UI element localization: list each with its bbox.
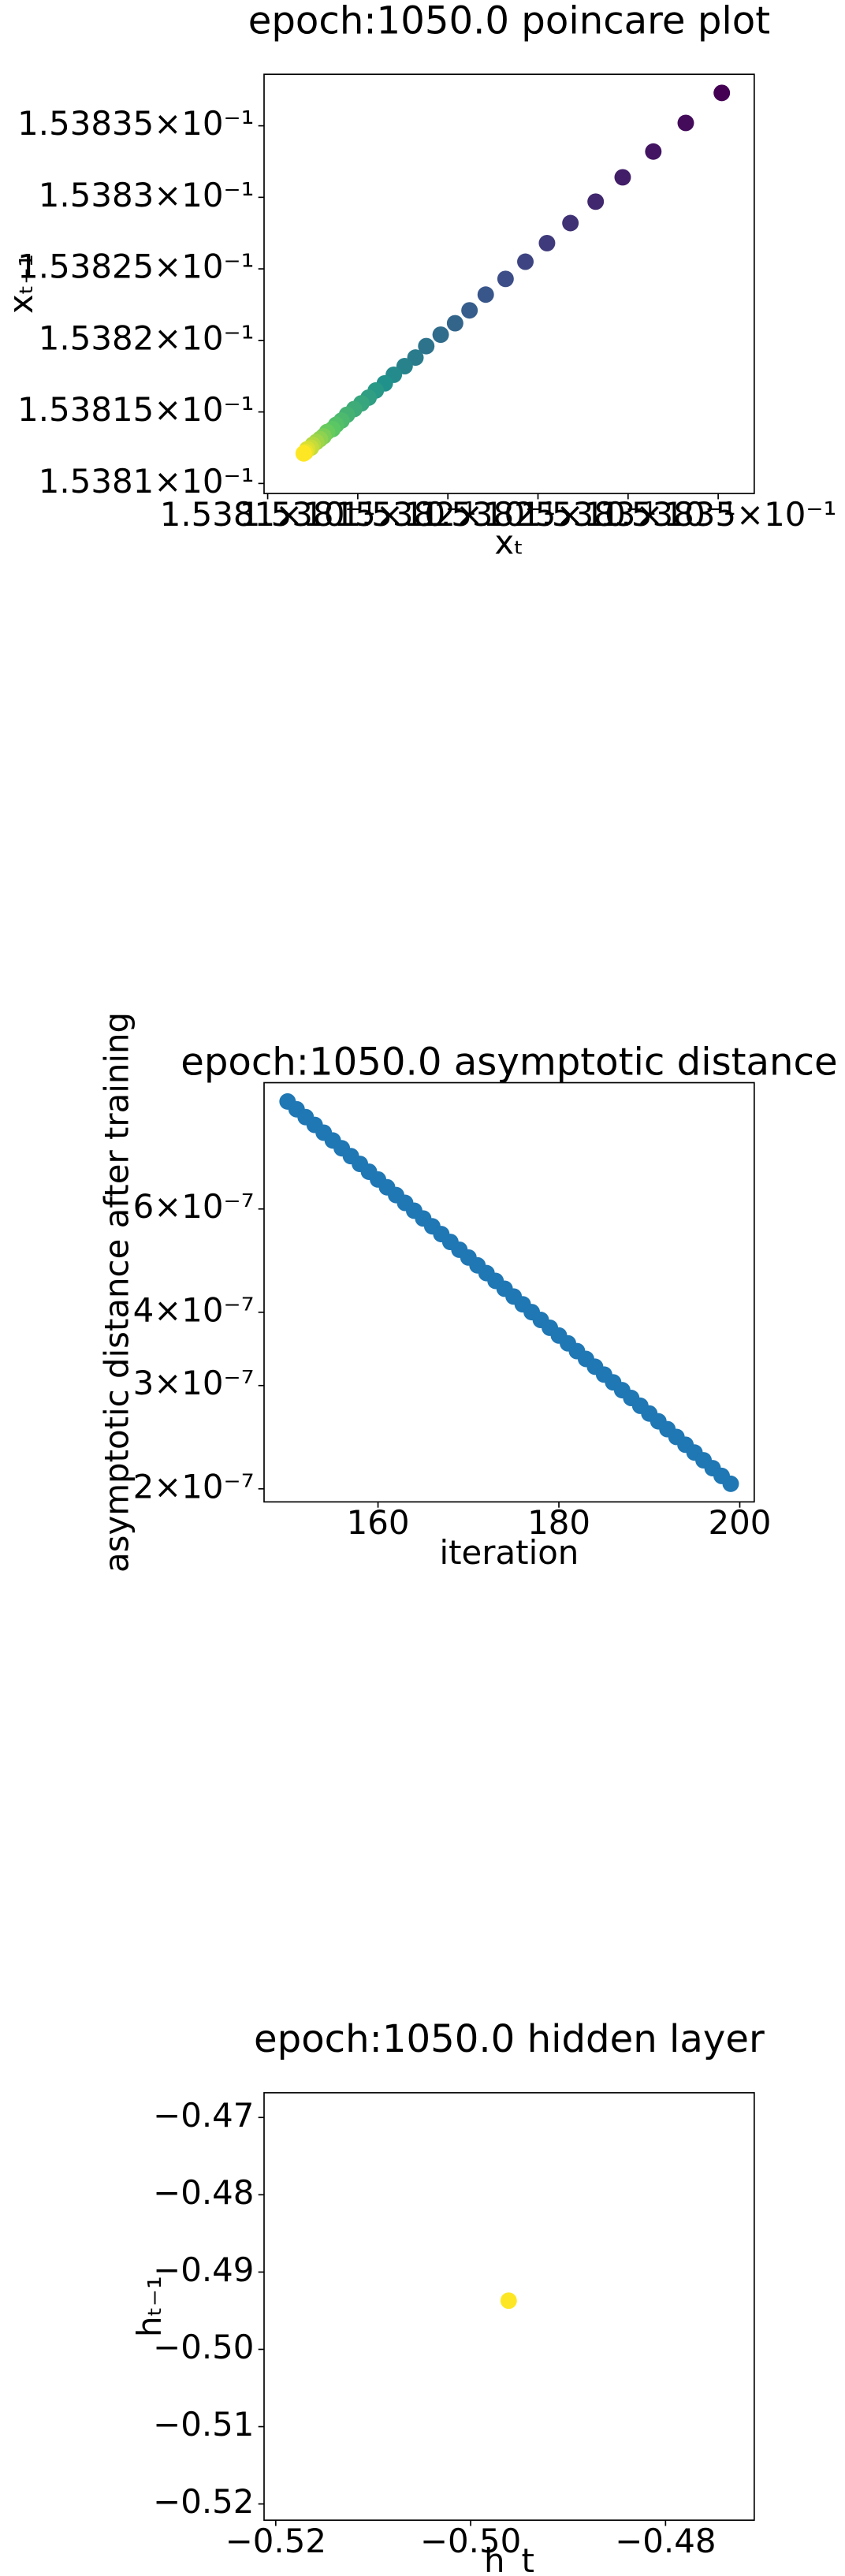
y-tick-label: 6×10⁻⁷ [133,1187,255,1226]
y-axis-label: hₜ₋₁ [130,2276,169,2337]
point [418,337,435,355]
x-tick-label: 1.53825×10⁻¹ [419,495,656,534]
point [677,114,694,132]
y-tick-label: 4×10⁻⁷ [133,1290,255,1329]
x-tick-label: 1.5382×10⁻¹ [340,495,556,534]
point [477,286,494,303]
x-tick-label: 1.5383×10⁻¹ [520,495,736,534]
point [614,169,631,186]
y-tick-label: 1.5383×10⁻¹ [39,176,255,214]
point [432,326,449,344]
x-tick-label: 1.53835×10⁻¹ [600,495,836,534]
axes-frame [263,1081,755,1503]
chart-title: epoch:1050.0 poincare plot [248,0,770,43]
x-tick-label: −0.52 [225,2522,326,2560]
x-axis-label: h_t [484,2541,534,2576]
axes-frame [263,73,755,494]
y-tick-label: 1.53825×10⁻¹ [17,248,254,286]
x-axis-label: xₜ [494,523,523,561]
y-tick-label: 2×10⁻⁷ [133,1467,255,1506]
y-tick-label: −0.49 [153,2250,254,2289]
y-axis-label: asymptotic distance after training [97,1012,136,1573]
point [645,143,662,160]
y-tick-label: 1.53815×10⁻¹ [17,390,254,429]
point [713,84,731,102]
y-tick-label: −0.52 [153,2482,254,2521]
y-tick-label: 3×10⁻⁷ [133,1364,255,1402]
axes-frame [263,2092,755,2522]
point [562,214,579,232]
point [722,1475,739,1492]
point [461,302,478,319]
x-tick-label: −0.48 [615,2522,716,2560]
x-tick-label: 200 [709,1503,772,1542]
point [446,315,463,332]
point [538,234,556,251]
chart-title: epoch:1050.0 asymptotic distance [181,1040,837,1085]
y-tick-label: −0.51 [153,2405,254,2444]
y-tick-label: 1.53835×10⁻¹ [17,104,254,143]
y-tick-label: −0.47 [153,2096,254,2135]
x-tick-label: 1.5381×10⁻¹ [160,495,376,534]
y-axis-label: xₜ₋₁ [2,254,40,314]
x-axis-label: iteration [440,1533,579,1572]
y-tick-label: 1.5382×10⁻¹ [39,318,255,357]
point [500,2292,517,2310]
x-tick-label: 1.53815×10⁻¹ [240,495,476,534]
point [497,270,514,288]
y-tick-label: −0.50 [153,2328,254,2366]
point [587,193,605,210]
y-tick-label: −0.48 [153,2173,254,2212]
x-tick-label: 160 [347,1503,410,1542]
x-tick-label: −0.50 [420,2522,521,2560]
point [295,445,312,462]
x-tick-label: 180 [527,1503,590,1542]
chart-title: epoch:1050.0 hidden layer [254,2017,765,2061]
point [517,253,534,270]
y-tick-label: 1.5381×10⁻¹ [39,462,255,501]
